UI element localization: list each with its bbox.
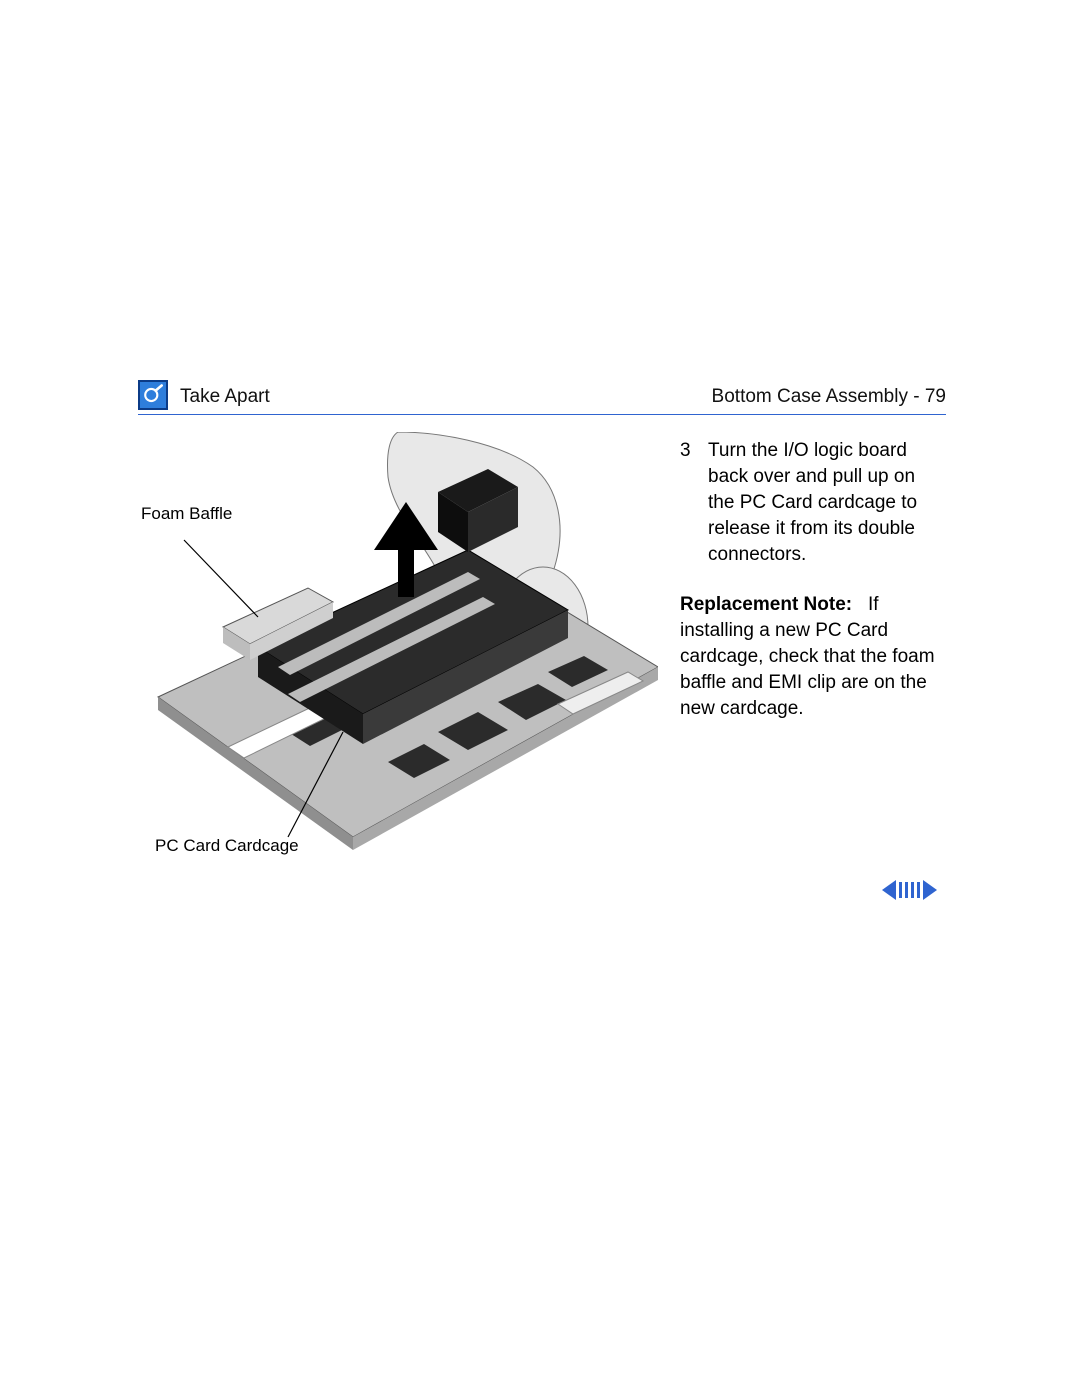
page-scrub-icon[interactable]: [899, 882, 920, 898]
instruction-column: 3 Turn the I/O logic board back over and…: [680, 438, 945, 722]
page-nav[interactable]: [872, 878, 946, 902]
step-3: 3 Turn the I/O logic board back over and…: [680, 438, 945, 568]
page-number: 79: [925, 386, 946, 407]
page-title: Bottom Case Assembly - 79: [712, 386, 946, 408]
section-title: Take Apart: [180, 386, 270, 408]
callout-foam-baffle: Foam Baffle: [141, 504, 232, 524]
replacement-note: Replacement Note: If installing a new PC…: [680, 592, 945, 722]
prev-page-icon[interactable]: [882, 880, 896, 900]
note-label: Replacement Note:: [680, 594, 852, 615]
step-number: 3: [680, 438, 708, 568]
header-rule: [138, 414, 946, 415]
assembly-title: Bottom Case Assembly: [712, 386, 908, 407]
callout-pc-card-cardcage: PC Card Cardcage: [155, 836, 299, 856]
page-header: Take Apart Bottom Case Assembly - 79: [138, 386, 946, 422]
step-text: Turn the I/O logic board back over and p…: [708, 438, 945, 568]
manual-page: Take Apart Bottom Case Assembly - 79: [0, 0, 1080, 1397]
title-separator: -: [908, 386, 925, 407]
assembly-figure: [138, 432, 658, 872]
take-apart-icon: [138, 380, 168, 410]
next-page-icon[interactable]: [923, 880, 937, 900]
